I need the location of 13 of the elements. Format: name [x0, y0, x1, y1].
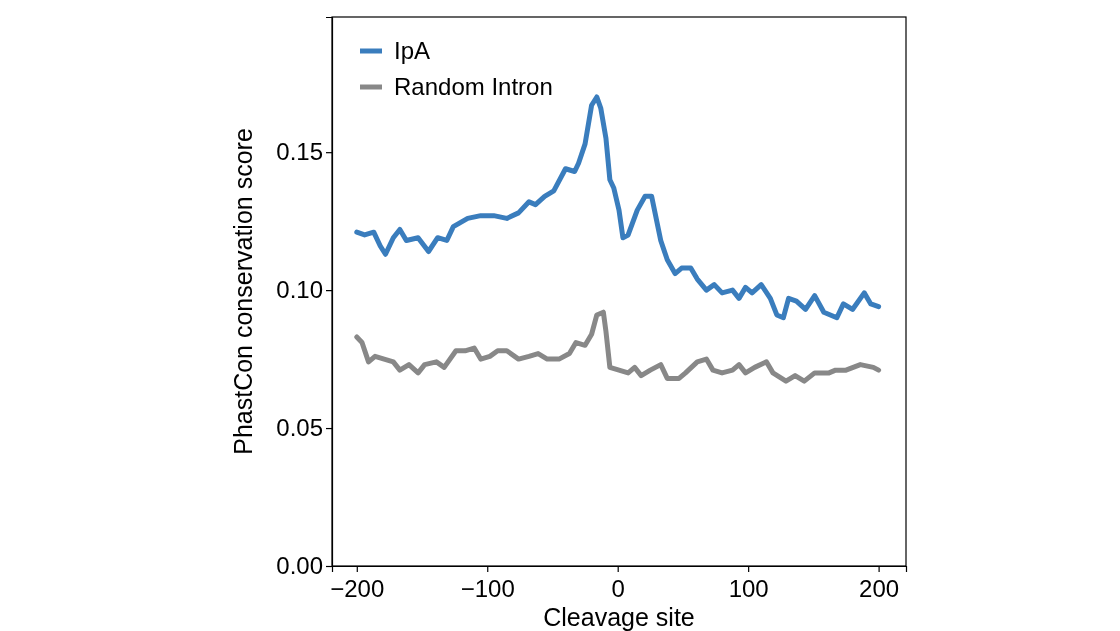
x-tick-label: 100 — [728, 574, 769, 602]
x-tick-label: −100 — [460, 574, 515, 602]
y-tick-label: 0.10 — [276, 276, 323, 304]
x-axis-title: Cleavage site — [543, 603, 695, 631]
x-tick-label: −200 — [330, 574, 385, 602]
x-tick-label: 200 — [859, 574, 900, 602]
x-tick-label: 0 — [611, 574, 625, 602]
y-axis-title: PhastCon conservation score — [229, 128, 257, 455]
y-tick-label: 0.00 — [276, 552, 323, 580]
y-tick-label: 0.15 — [276, 138, 323, 166]
legend-label: Random Intron — [394, 73, 553, 101]
y-tick-label: 0.05 — [276, 414, 323, 442]
legend-label: IpA — [394, 37, 431, 65]
